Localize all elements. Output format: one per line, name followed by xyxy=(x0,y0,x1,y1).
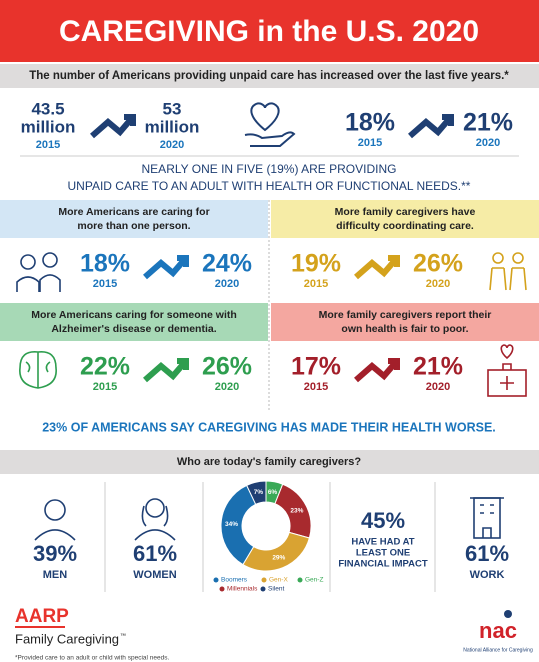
stat-unit: million xyxy=(145,117,200,136)
segment-label: 6% xyxy=(268,489,278,496)
stat-value: 39% xyxy=(33,541,77,566)
trend-arrow xyxy=(143,255,189,280)
segment-label: 34% xyxy=(225,521,238,528)
stat-label: WOMEN xyxy=(133,569,176,581)
brain-icon xyxy=(19,351,57,389)
legend-swatch xyxy=(219,586,225,592)
panel-header-text: More family caregivers report their xyxy=(319,309,492,321)
intro-text: The number of Americans providing unpaid… xyxy=(29,70,509,82)
trademark: ™ xyxy=(120,633,126,640)
donut-segment xyxy=(242,531,310,572)
profile-title: Who are today's family caregivers? xyxy=(177,456,361,468)
stat-year: 2015 xyxy=(93,278,117,290)
stat-year: 2015 xyxy=(358,137,382,149)
title: CAREGIVING in the U.S. 2020 xyxy=(59,15,479,48)
stat-value: 26% xyxy=(202,353,252,381)
couple-icon xyxy=(489,252,527,291)
stat-year: 2015 xyxy=(36,139,60,151)
stat-value: 43.5 xyxy=(31,99,64,118)
stat-year: 2020 xyxy=(160,139,184,151)
stat-year: 2015 xyxy=(93,381,117,393)
stat-year: 2020 xyxy=(426,381,450,393)
trend-arrow xyxy=(143,358,189,383)
footnote: *Provided care to an adult or child with… xyxy=(15,655,169,662)
panel-header-text: more than one person. xyxy=(77,220,190,232)
panel-header-text: Alzheimer's disease or dementia. xyxy=(51,323,216,335)
stat-value: 24% xyxy=(202,250,252,278)
stat-value: 61% xyxy=(465,541,509,566)
segment-label: 7% xyxy=(254,489,264,496)
health-worse-text: 23% OF AMERICANS SAY CAREGIVING HAS MADE… xyxy=(42,420,496,434)
stat-value: 22% xyxy=(80,353,130,381)
stat-year: 2015 xyxy=(304,278,328,290)
stat-year: 2020 xyxy=(215,381,239,393)
seniors-icon xyxy=(16,252,61,292)
panel-header-text: own health is fair to poor. xyxy=(341,323,468,335)
trend-arrow xyxy=(90,114,136,139)
stat-year: 2020 xyxy=(215,278,239,290)
profile-band xyxy=(0,450,539,474)
legend-swatch xyxy=(261,577,267,583)
panel-header-text: More Americans are caring for xyxy=(58,206,209,218)
stat-year: 2015 xyxy=(304,381,328,393)
stat-value: 45% xyxy=(361,508,405,533)
medkit-icon xyxy=(487,344,527,397)
trend-arrow xyxy=(408,114,454,139)
donut-segment xyxy=(245,480,267,505)
heart-hand-icon xyxy=(244,102,296,147)
stat-label: HAVE HAD AT xyxy=(351,537,414,548)
trend-arrow xyxy=(354,358,400,383)
stat-value: 19% xyxy=(291,250,341,278)
stat-label: FINANCIAL IMPACT xyxy=(338,559,428,570)
stat-value: 53 xyxy=(163,99,182,118)
panel-header xyxy=(0,200,268,238)
segment-label: 23% xyxy=(290,507,303,514)
stat-label: MEN xyxy=(43,569,68,581)
legend-label: Millennials xyxy=(227,586,258,593)
trend-arrow xyxy=(354,255,400,280)
header-band xyxy=(0,0,539,62)
stat-label: LEAST ONE xyxy=(356,548,410,559)
stat-value: 61% xyxy=(133,541,177,566)
panel-header-text: More family caregivers have xyxy=(335,206,476,218)
stat-value: 18% xyxy=(345,109,395,137)
logo-dot xyxy=(504,610,512,618)
column-dividers xyxy=(104,482,436,592)
legend-swatch xyxy=(297,577,303,583)
stat-value: 26% xyxy=(413,250,463,278)
donut-segment xyxy=(220,484,257,566)
legend-label: Gen-X xyxy=(269,577,288,584)
legend-label: Gen-Z xyxy=(305,577,323,584)
program-name: Family Caregiving xyxy=(15,631,119,646)
adult-care-text: UNPAID CARE TO AN ADULT WITH HEALTH OR F… xyxy=(68,179,471,193)
stat-unit: million xyxy=(21,117,76,136)
panel-header xyxy=(0,303,268,341)
stat-value: 21% xyxy=(463,109,513,137)
building-icon xyxy=(470,497,504,539)
legend-swatch xyxy=(260,586,266,592)
panel-header-text: More Americans caring for someone with xyxy=(31,309,237,321)
woman-icon xyxy=(134,498,176,541)
stat-year: 2020 xyxy=(476,137,500,149)
legend-swatch xyxy=(213,577,219,583)
intro-band xyxy=(0,64,539,88)
panel-header-text: difficulty coordinating care. xyxy=(336,220,474,232)
stat-year: 2020 xyxy=(426,278,450,290)
partner-name: National Alliance for Caregiving xyxy=(463,647,533,653)
legend-label: Silent xyxy=(268,586,284,593)
stat-value: 18% xyxy=(80,250,130,278)
stat-label: WORK xyxy=(470,569,505,581)
panel-header xyxy=(271,200,539,238)
stat-value: 17% xyxy=(291,353,341,381)
brand-logo: AARP xyxy=(15,606,69,627)
segment-label: 29% xyxy=(272,555,285,562)
panel-header xyxy=(271,303,539,341)
stat-value: 21% xyxy=(413,353,463,381)
adult-care-text: NEARLY ONE IN FIVE (19%) ARE PROVIDING xyxy=(142,162,397,176)
legend-label: Boomers xyxy=(221,577,248,584)
partner-logo: nac xyxy=(479,618,517,643)
man-icon xyxy=(34,499,76,541)
